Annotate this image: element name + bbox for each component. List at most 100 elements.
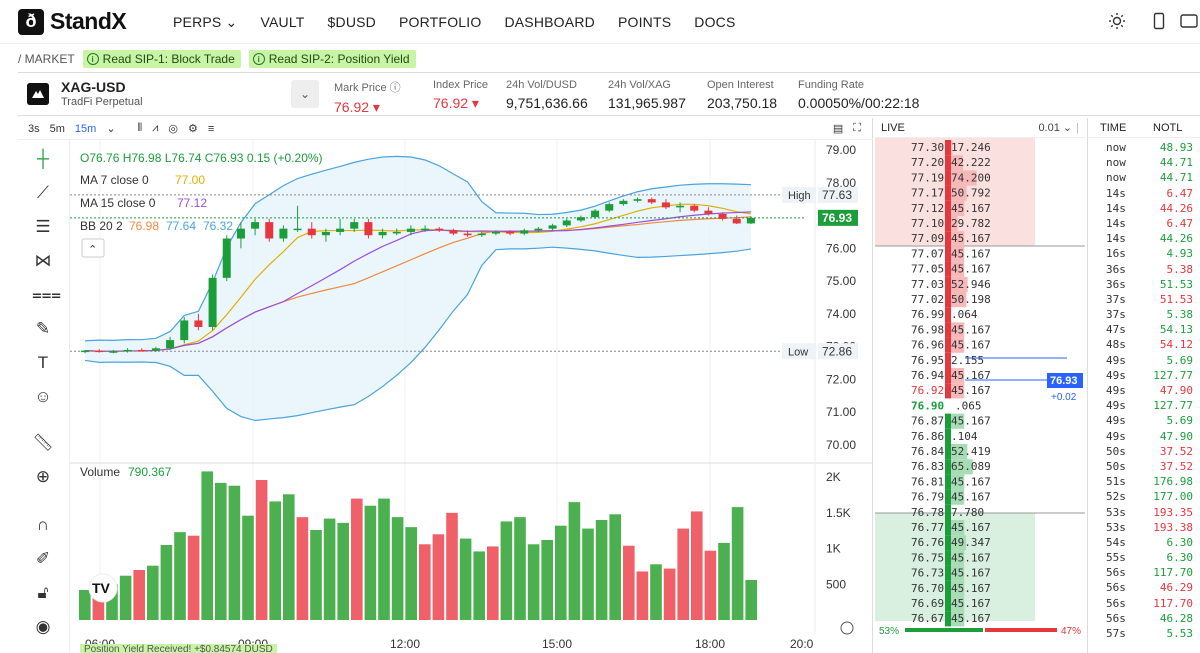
price-tick: 70.00 (826, 438, 856, 452)
trade-notional: 44.71 (1159, 171, 1193, 185)
ask-bar (945, 307, 951, 323)
lock-icon[interactable]: 🔓︎ (37, 583, 49, 602)
ask-price: 76.94 (911, 369, 944, 382)
ask-size: .064 (951, 308, 978, 321)
fullscreen-icon[interactable]: ⛶ (853, 122, 861, 134)
nav-item-docs[interactable]: DOCS (694, 14, 736, 30)
candle-body (633, 199, 642, 201)
nav-item-dashboard[interactable]: DASHBOARD (504, 14, 595, 30)
nav-item-points[interactable]: POINTS (617, 14, 672, 30)
candle-body (676, 205, 685, 208)
theme-sun-icon[interactable] (1108, 12, 1126, 30)
eye-icon[interactable]: ◉ (35, 617, 51, 636)
trade-time: now (1106, 141, 1126, 154)
candle-body (321, 231, 330, 236)
tradingview-logo-bg (88, 573, 118, 603)
magnet-icon[interactable]: ∩ (36, 515, 50, 534)
volume-bar (323, 518, 336, 620)
ohlc-legend: O76.76 H76.98 L76.74 C76.93 0.15 (+0.20%… (80, 151, 323, 165)
trade-time: 14s (1106, 232, 1126, 246)
volume-bar (555, 525, 567, 620)
trade-notional: 117.70 (1153, 566, 1193, 580)
notl-header: NOTL (1153, 122, 1183, 134)
indicators-icon[interactable]: ⩘ (152, 122, 159, 134)
trade-row: 36s 5.38 (1088, 262, 1200, 277)
yield-toast[interactable]: Position Yield Received! +$0.84574 DUSD (80, 644, 277, 653)
trade-row: 53s 193.38 (1088, 520, 1200, 535)
emoji-icon[interactable]: ☺ (34, 387, 52, 406)
fib-icon[interactable]: ⩶ (32, 285, 62, 304)
settings-icon[interactable]: ⚙ (187, 123, 198, 135)
pattern-icon[interactable]: ⋈ (34, 251, 52, 270)
candle-body (137, 349, 146, 352)
ask-size: 2.155 (951, 354, 984, 367)
ask-bar (945, 322, 951, 338)
candle-body (406, 228, 415, 232)
trade-notional: 37.52 (1159, 444, 1193, 458)
price-tick: 72.00 (826, 372, 856, 386)
ruler-icon[interactable]: 📏︎ (32, 433, 54, 452)
candle-body (435, 228, 444, 231)
ma7-line (85, 203, 752, 352)
candle-type-icon[interactable]: ⫴ (137, 122, 143, 134)
trade-time: 16s (1106, 247, 1126, 261)
chevron-down-icon[interactable]: ⌄ (106, 123, 116, 135)
trade-notional: 127.77 (1153, 399, 1193, 413)
trade-row: 50s 37.52 (1088, 444, 1200, 459)
candle-body (732, 218, 741, 224)
nav-item-portfolio[interactable]: PORTFOLIO (399, 14, 482, 30)
trade-notional: 176.98 (1153, 475, 1193, 489)
market-select-button[interactable]: ⌄ (291, 80, 319, 108)
marker-label: Low (788, 346, 808, 358)
bid-bar-light (951, 413, 965, 429)
ask-bar (945, 261, 951, 277)
list-icon[interactable]: ≡ (207, 122, 215, 135)
trade-notional: 193.35 (1153, 505, 1193, 519)
mobile-icon[interactable] (1150, 12, 1168, 30)
parallel-lines-icon[interactable]: ☰ (35, 217, 51, 236)
trade-notional: 117.70 (1153, 596, 1193, 610)
ask-bar (945, 246, 951, 262)
mid-price: 76.90 (911, 399, 944, 412)
tick-size-select[interactable]: 0.01 ⌄ (1038, 122, 1073, 134)
interval-3s[interactable]: 3s (28, 122, 40, 135)
ask-bar (945, 292, 951, 308)
nav-item-dusd[interactable]: $DUSD (327, 14, 376, 30)
bb-v3: 76.32 (203, 219, 233, 233)
ask-size: 45.167 (951, 384, 991, 397)
interval-15m[interactable]: 15m (74, 122, 97, 135)
price-chart[interactable]: 79.0078.0077.0076.0075.0074.0073.0072.00… (70, 140, 873, 653)
brand-logo[interactable]: ð StandX (18, 8, 127, 35)
lock-drawing-icon[interactable]: ✐ (35, 549, 51, 568)
ask-price: 77.07 (911, 247, 944, 260)
interval-5m[interactable]: 5m (49, 122, 65, 135)
bollinger-lower (85, 246, 752, 422)
price-tick: 71.00 (826, 405, 856, 419)
nav-item-vault[interactable]: VAULT (260, 14, 305, 30)
trade-row: 57s 5.53 (1088, 626, 1200, 641)
bid-price: 76.79 (911, 491, 944, 504)
text-icon[interactable]: T (37, 353, 49, 372)
trade-time: 37s (1106, 292, 1126, 306)
bb-v2: 77.64 (166, 219, 196, 233)
sip1-label: Read SIP-1: Block Trade (102, 52, 235, 66)
wallet-icon[interactable] (1180, 12, 1198, 30)
trade-row: 52s 177.00 (1088, 489, 1200, 504)
brush-icon[interactable]: ✎ (35, 319, 51, 338)
trendline-icon[interactable]: ⟋ (37, 183, 49, 202)
volume-bar (704, 550, 717, 620)
crosshair-icon[interactable]: ┼ (36, 149, 50, 168)
price-chart-panel: 3s 5m 15m ⌄ ⫴ ⩘ ◎ ⚙ ≡ ▤ ⛶ ┼ ⟋ ☰ ⋈ ⩶ ✎ T … (18, 118, 873, 653)
bid-price: 76.76 (911, 536, 944, 549)
zoom-icon[interactable]: ⊕ (35, 467, 51, 486)
calendar-icon[interactable]: ▤ (832, 123, 844, 135)
sip2-link[interactable]: i Read SIP-2: Position Yield (248, 50, 416, 68)
trade-notional: 44.26 (1159, 232, 1193, 246)
info-icon[interactable]: ⓘ (389, 82, 401, 94)
bid-size: 52.419 (951, 445, 991, 458)
buy-ratio-bar (905, 628, 983, 632)
camera-icon[interactable]: ◎ (168, 123, 178, 135)
nav-item-perps[interactable]: PERPS ⌄ (173, 14, 238, 30)
candle-body (491, 231, 500, 234)
sip1-link[interactable]: i Read SIP-1: Block Trade (82, 50, 241, 68)
